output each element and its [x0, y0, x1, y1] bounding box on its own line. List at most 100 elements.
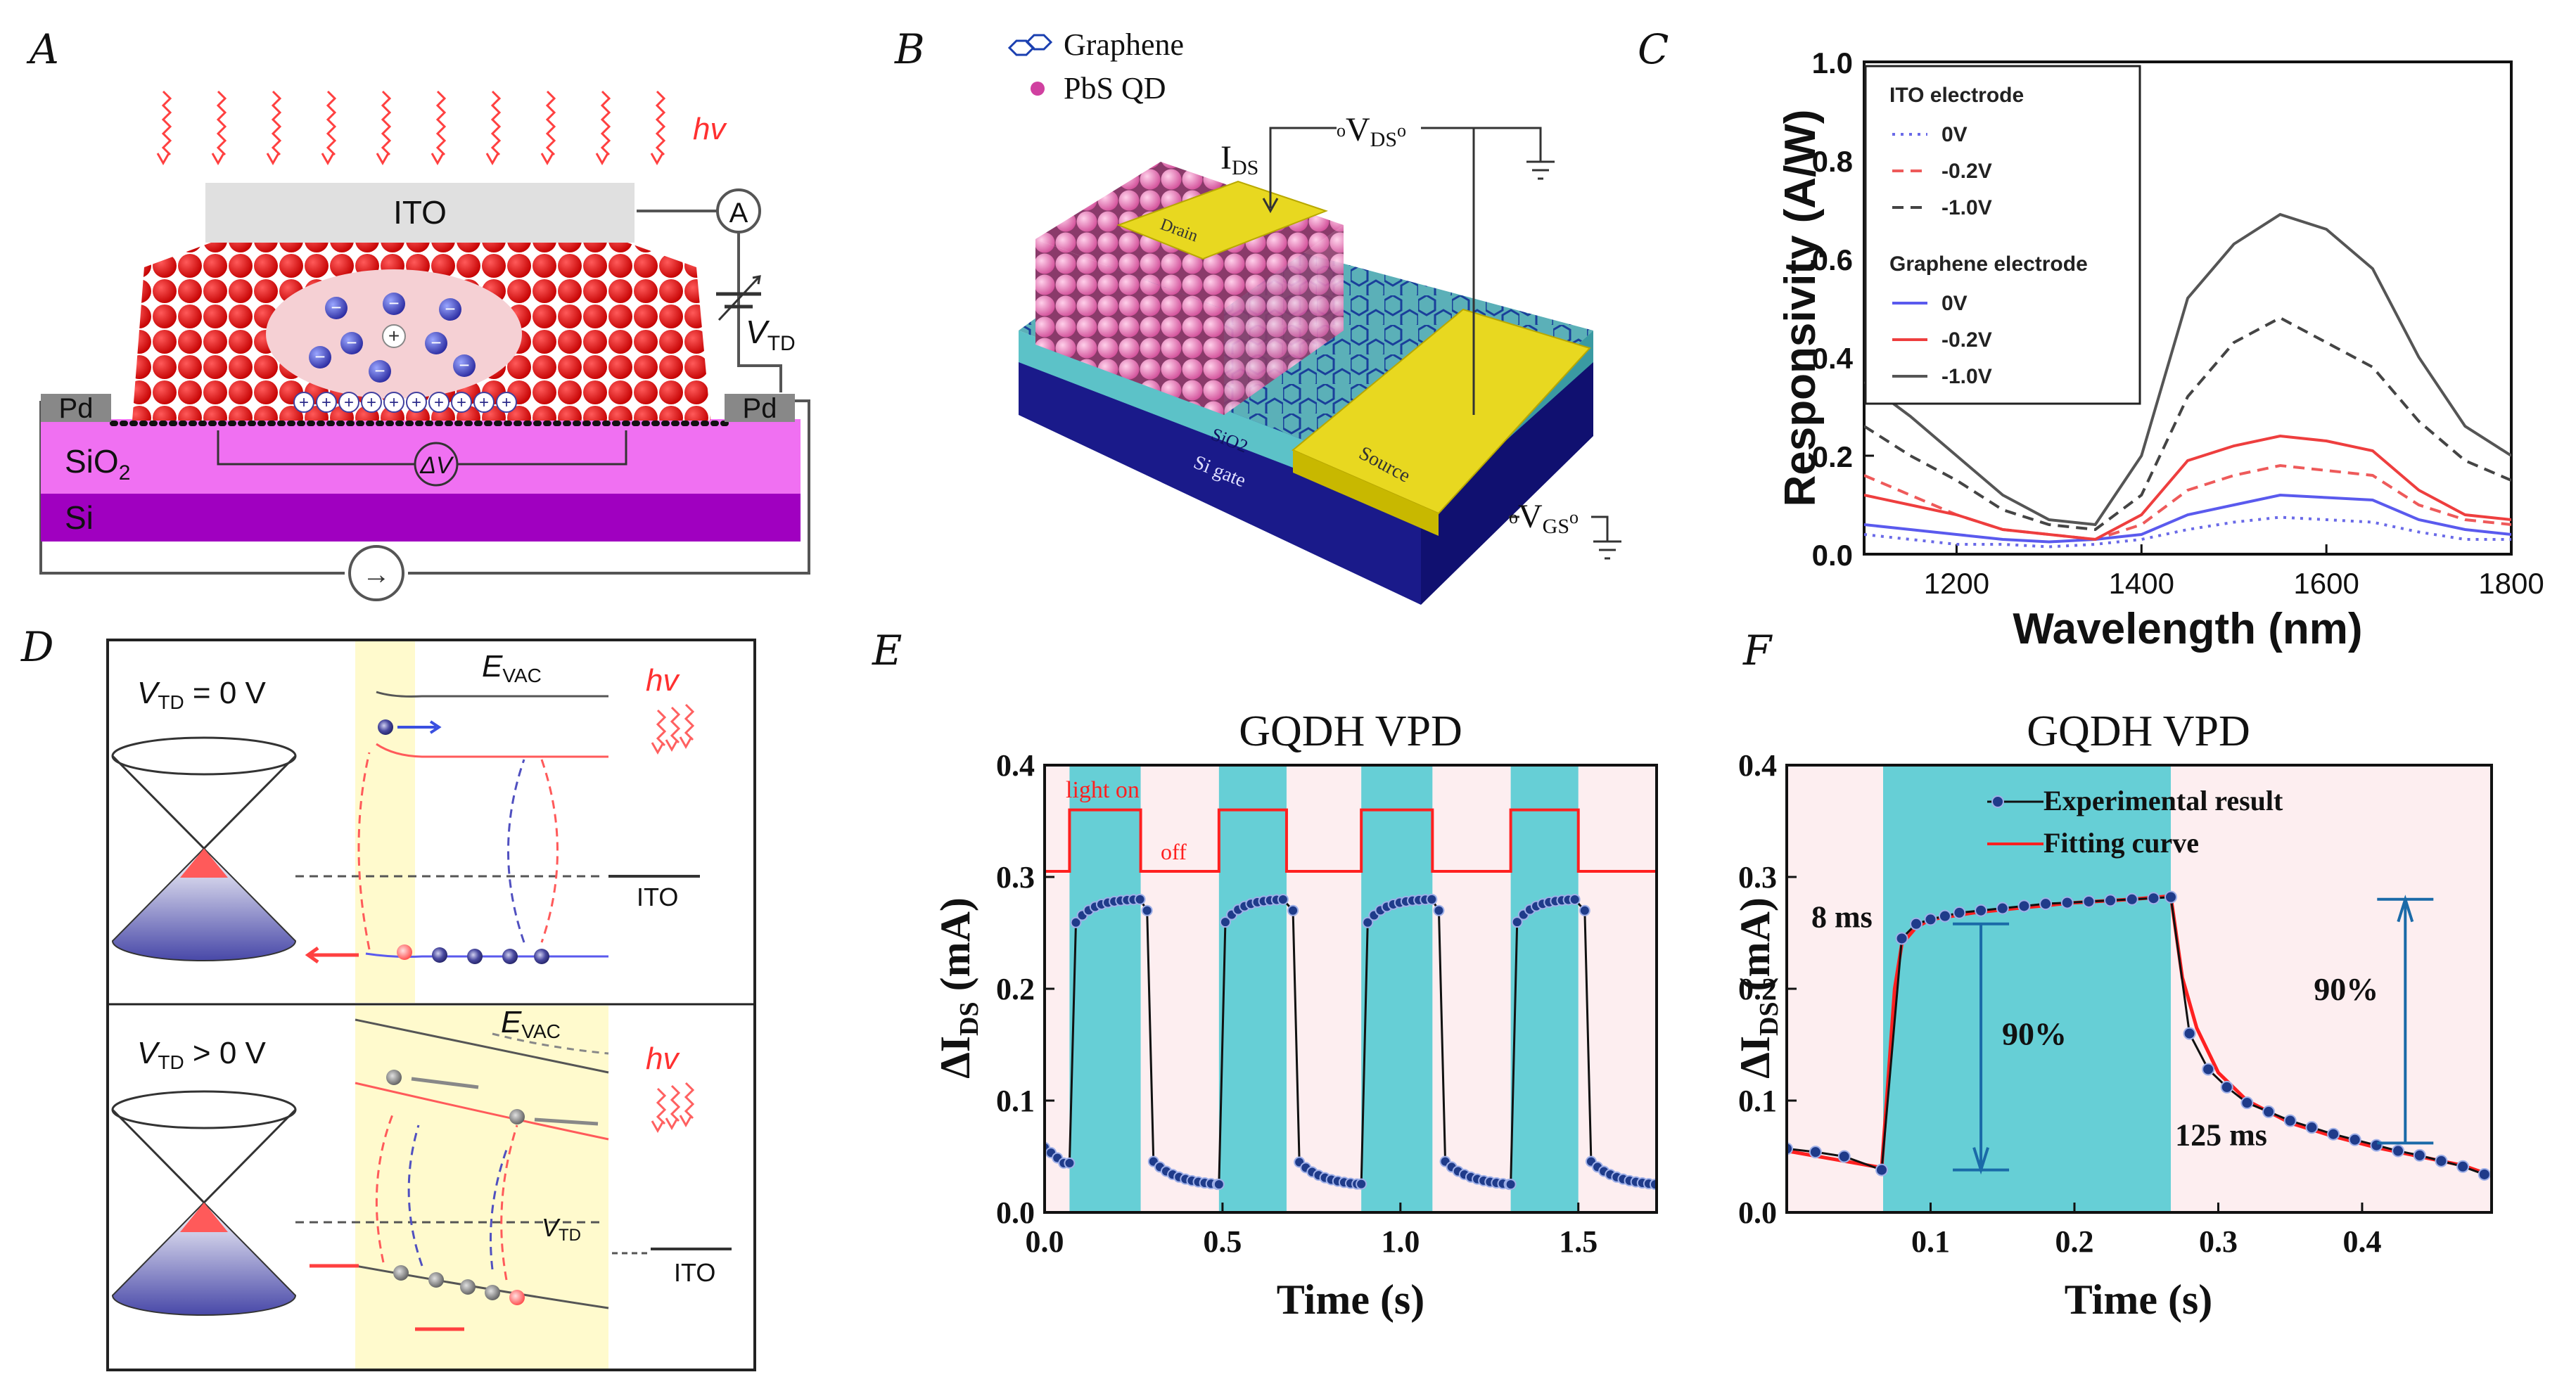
- c-legend-label: 0V: [1941, 123, 1968, 146]
- interface-positive-charges: + + + + + + + + + +: [293, 392, 517, 413]
- f-fall-percent: 90%: [2314, 971, 2378, 1007]
- legend-pbs-label: PbS QD: [1064, 71, 1166, 105]
- bottom-carrier-3: [393, 1265, 409, 1281]
- e-y-tick-label: 0.3: [996, 860, 1035, 895]
- interface-hole-7: [428, 392, 449, 413]
- f-x-tick-label: 0.3: [2199, 1224, 2238, 1259]
- e-y-tick-label: 0.1: [996, 1084, 1035, 1118]
- top-hole-arrow-head: [305, 946, 319, 964]
- interface-hole-sign-2: +: [321, 393, 331, 412]
- e-y-tick-label: 0.4: [996, 748, 1035, 783]
- ammeter-icon: [716, 188, 761, 233]
- vds-ground-wire: [1421, 127, 1542, 162]
- electron-5: [425, 332, 447, 354]
- light-off-label: off: [1161, 839, 1187, 864]
- f-rise-percent: 90%: [2002, 1016, 2067, 1052]
- current-direction-symbol: →: [362, 559, 390, 590]
- e-light-on-band-4: [1510, 765, 1579, 1212]
- light-arrow-10: [655, 90, 666, 156]
- electron-sign-8: −: [314, 346, 325, 367]
- bottom-excitation-path-2: [500, 1124, 518, 1281]
- c-legend-group-title: ITO electrode: [1889, 84, 2024, 107]
- pd-left-label: Pd: [59, 393, 94, 424]
- interface-hole-5: [383, 392, 404, 413]
- electron-sign-6: −: [374, 360, 385, 381]
- interface-hole-sign-3: +: [344, 393, 354, 412]
- f-x-tick-label: 0.2: [2055, 1224, 2093, 1259]
- f-data-point: [2183, 1027, 2196, 1040]
- f-data-point: [2147, 892, 2160, 905]
- si-gate-side-face: [1421, 352, 1593, 605]
- f-data-point: [2104, 894, 2117, 907]
- top-excitation-path: [357, 752, 371, 950]
- f-data-point: [1910, 917, 1923, 930]
- f-data-point: [2478, 1167, 2491, 1181]
- c-series-graphene-0V: [1864, 493, 2511, 544]
- e-light-on-band-3: [1361, 765, 1433, 1212]
- bottom-carrier-5: [460, 1279, 476, 1295]
- electron-sign-5: −: [431, 332, 441, 353]
- bottom-recombination-path: [407, 1124, 423, 1267]
- vds-label: oVDSo: [1337, 111, 1406, 151]
- f-rise-time: 8 ms: [1811, 900, 1873, 935]
- bottom-photon-2: [670, 1084, 681, 1122]
- interface-hole-sign-8: +: [457, 393, 466, 412]
- pd-electrode-right: [725, 394, 795, 422]
- e-chart-title: GQDH VPD: [1239, 707, 1462, 755]
- f-fall-arrow-head: [2397, 895, 2414, 923]
- panel-e-time-response-chart: GQDH VPD 0.0 0.5 1.0 1.5 0.0 0.1 0.2 0.3 0.4 lig…: [932, 707, 1658, 1323]
- f-y-tick-label: 0.2: [1738, 972, 1777, 1006]
- electron-6: [369, 360, 391, 383]
- f-data-point: [1975, 904, 1988, 917]
- panel-label-d: D: [20, 623, 54, 671]
- e-x-tick-label: 1.0: [1381, 1224, 1420, 1259]
- top-carrier-1: [378, 719, 393, 735]
- e-x-tick-label: 1.5: [1559, 1224, 1598, 1259]
- c-y-tick-label: 0.2: [1812, 440, 1853, 473]
- light-arrow-2: [216, 90, 227, 156]
- e-y-axis-title: ΔIDS (mA): [932, 897, 984, 1079]
- f-legend-fit-label: Fitting curve: [2043, 827, 2199, 859]
- f-chart-title: GQDH VPD: [2027, 707, 2250, 755]
- electron-8: [309, 346, 331, 369]
- e-data-point: [1426, 893, 1438, 905]
- c-y-tick-label: 0.8: [1812, 145, 1853, 178]
- panel-a-device-schematic: hv ITO A VTD SiO2 Si − − −− −− −−+ + + + + + + + + +…: [39, 90, 810, 601]
- f-x-axis-title: Time (s): [2065, 1276, 2213, 1323]
- bottom-vtd-side-label: VTD: [542, 1213, 581, 1245]
- bottom-photon-2-head: [665, 1117, 679, 1131]
- si-gate-front-face: [1019, 352, 1421, 605]
- top-photon-3-head: [679, 736, 693, 750]
- e-data-point: [1433, 904, 1445, 916]
- f-data-point: [2305, 1121, 2319, 1134]
- vtd-label: VTD: [746, 314, 796, 355]
- e-data-point: [1213, 1179, 1225, 1191]
- c-series-ito--1.0V: [1864, 316, 2511, 532]
- e-data-point: [1649, 1179, 1657, 1191]
- f-data-point: [1953, 906, 1966, 919]
- bottom-conduction-band: [355, 1082, 609, 1141]
- si-substrate: [41, 494, 801, 542]
- light-on-label: light on: [1066, 777, 1140, 803]
- interface-hole-sign-1: +: [299, 393, 309, 412]
- bottom-electron-arrow-2: [534, 1117, 599, 1126]
- c-legend-group-title: Graphene electrode: [1889, 252, 2088, 276]
- bottom-photon-1-head: [651, 1120, 665, 1134]
- f-y-tick-label: 0.3: [1738, 860, 1777, 895]
- delta-v-meter-icon: [414, 442, 459, 487]
- top-photon-3: [684, 703, 695, 741]
- top-carrier-6: [534, 949, 549, 964]
- ground-icon-gate: [1591, 515, 1621, 560]
- bottom-recombination-path-2: [490, 1149, 508, 1270]
- photon-energy-label: hv: [693, 112, 727, 146]
- bottom-photon-3: [684, 1082, 695, 1120]
- electron-sign-7: −: [459, 354, 469, 376]
- electron-sign-4: −: [346, 332, 357, 353]
- top-electron-arrow-head: [429, 720, 442, 734]
- light-arrow-7: [490, 90, 502, 156]
- f-y-tick-label: 0.1: [1738, 1084, 1777, 1118]
- f-data-point: [1938, 909, 1951, 923]
- panel-f-single-pulse-chart: GQDH VPD 0.1 0.2 0.3 0.4 0.0 0.1 0.2 0.3 0.4 Exp…: [1732, 707, 2493, 1323]
- top-photon-1: [656, 709, 667, 747]
